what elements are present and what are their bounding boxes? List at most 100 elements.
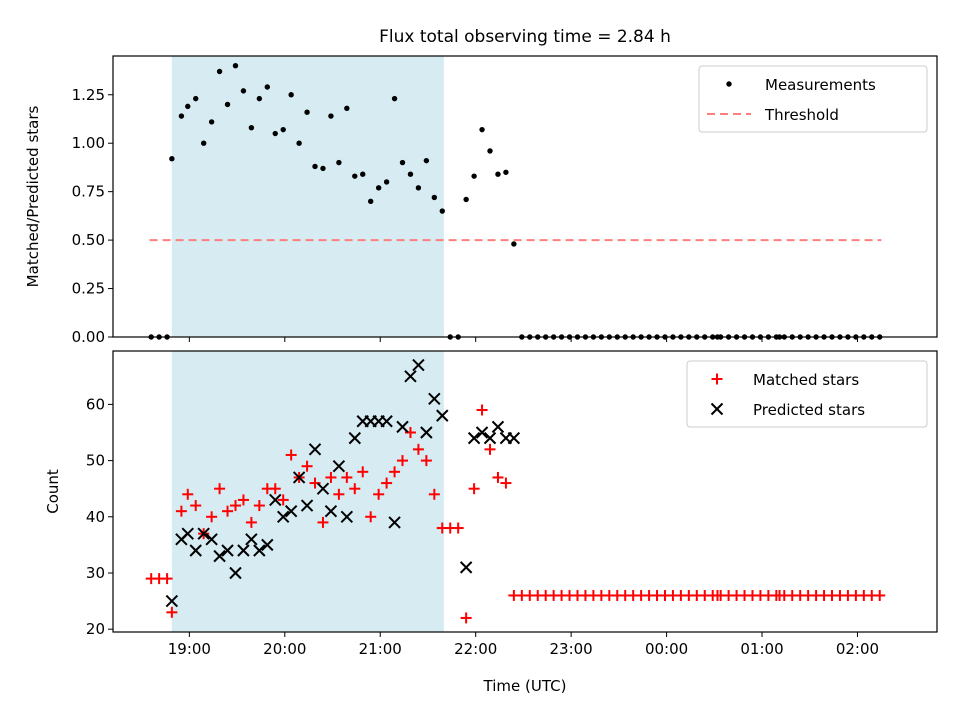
predicted-star-point <box>340 510 354 523</box>
predicted-star-point <box>261 538 274 552</box>
measurement-point <box>471 173 477 179</box>
legend-label: Predicted stars <box>753 401 865 419</box>
plot-frame <box>112 55 938 338</box>
x-tick-label: 22:00 <box>454 640 497 658</box>
x-axis: 19:00 20:00 21:00 22:00 23:00 00:00 01:00 02:00 <box>168 640 879 658</box>
legend-marker-measurements <box>726 81 732 87</box>
matched-star-point <box>492 471 504 483</box>
matched-star-point <box>484 443 496 455</box>
measurement-point <box>439 208 445 214</box>
measurement-point <box>169 156 175 162</box>
matched-star-point <box>373 488 385 500</box>
predicted-star-point <box>491 420 505 434</box>
x-axis-label: Time (UTC) <box>483 677 567 695</box>
measurement-point <box>407 171 414 177</box>
predicted-star-point <box>412 358 425 372</box>
y-tick-label: 50 <box>86 452 105 470</box>
predicted-star-point <box>197 527 210 540</box>
measurement-point <box>256 95 263 102</box>
measurement-point <box>280 126 286 133</box>
predicted-star-point <box>324 504 338 518</box>
matched-star-point <box>253 500 265 512</box>
matched-star-point <box>381 477 393 489</box>
legend-label: Threshold <box>764 106 839 124</box>
predicted-star-point <box>428 392 441 405</box>
measurement-point <box>304 109 310 115</box>
matched-star-point <box>317 516 329 528</box>
measurement-point <box>320 165 326 172</box>
y-axis-label: Matched/Predicted stars <box>24 106 42 288</box>
y-tick-label: 1.25 <box>72 86 105 104</box>
predicted-star-point <box>332 460 346 473</box>
predicted-star-point <box>245 533 258 546</box>
matched-star-point <box>333 488 345 500</box>
predicted-star-point <box>213 549 226 563</box>
y-tick-label: 0.50 <box>72 231 105 249</box>
x-tick-label: 19:00 <box>168 640 211 658</box>
legend-label: Matched stars <box>753 371 859 389</box>
measurement-point <box>495 171 501 177</box>
predicted-star-point <box>269 493 282 507</box>
matched-star-point <box>229 500 241 512</box>
measurement-point <box>511 241 517 247</box>
predicted-star-point <box>436 409 449 422</box>
predicted-star-point <box>300 499 314 512</box>
matched-star-point <box>500 477 512 489</box>
x-tick-label: 23:00 <box>550 640 593 658</box>
legend: Matched stars Predicted stars <box>686 360 928 428</box>
matched-star-point <box>285 449 297 461</box>
measurement-point <box>431 194 438 201</box>
predicted-star-point <box>467 431 481 445</box>
measurement-point <box>503 169 509 175</box>
legend: Measurements Threshold <box>698 65 928 133</box>
y-tick-label: 0.75 <box>72 183 105 201</box>
measurement-point <box>399 159 406 166</box>
y-tick-label: 60 <box>86 395 105 413</box>
matched-star-point <box>349 483 361 495</box>
measurement-point <box>375 185 382 191</box>
observing-window-shade <box>171 351 444 632</box>
predicted-star-point <box>404 370 417 383</box>
measurement-point <box>463 196 469 203</box>
matched-star-point <box>357 466 369 478</box>
matched-star-point <box>389 466 401 478</box>
observing-window-shade <box>171 56 444 337</box>
matched-star-point <box>182 488 194 500</box>
measurement-point <box>360 171 366 177</box>
measurement-point <box>423 157 430 164</box>
matched-star-point <box>175 505 187 517</box>
predicted-star-point <box>316 482 330 495</box>
y-tick-label: 30 <box>86 564 105 582</box>
measurement-point <box>208 119 215 125</box>
y-axis-label: Count <box>44 469 62 514</box>
predicted-star-point <box>475 426 489 439</box>
y-tick-label: 40 <box>86 508 105 526</box>
predicted-star-point <box>380 415 393 428</box>
predicted-star-point <box>292 471 306 484</box>
measurement-point <box>185 103 191 110</box>
measurement-point <box>352 173 358 179</box>
matched-star-point <box>452 522 464 534</box>
measurement-point <box>216 68 223 75</box>
predicted-star-point <box>237 544 250 557</box>
y-tick-label: 1.00 <box>72 134 105 152</box>
matched-star-point <box>277 494 289 506</box>
measurement-point <box>224 101 231 108</box>
chart-title: Flux total observing time = 2.84 h <box>379 27 671 47</box>
matched-star-point <box>237 494 249 506</box>
matched-star-point <box>222 505 234 517</box>
measurement-point <box>200 140 207 146</box>
predicted-star-point <box>284 504 298 518</box>
measurement-point <box>312 163 318 170</box>
matched-star-point <box>341 471 353 483</box>
top-panel: 0.00 0.25 0.50 0.75 1.00 1.25 Matched/Predicte… <box>24 55 938 346</box>
matched-star-point <box>460 612 472 624</box>
predicted-star-point <box>388 516 401 529</box>
measurement-point <box>336 159 342 166</box>
matched-star-point <box>245 516 257 528</box>
x-tick-label: 20:00 <box>263 640 306 658</box>
legend-marker-predicted <box>710 402 724 416</box>
legend-label: Measurements <box>765 76 876 94</box>
measurement-point <box>264 84 271 90</box>
